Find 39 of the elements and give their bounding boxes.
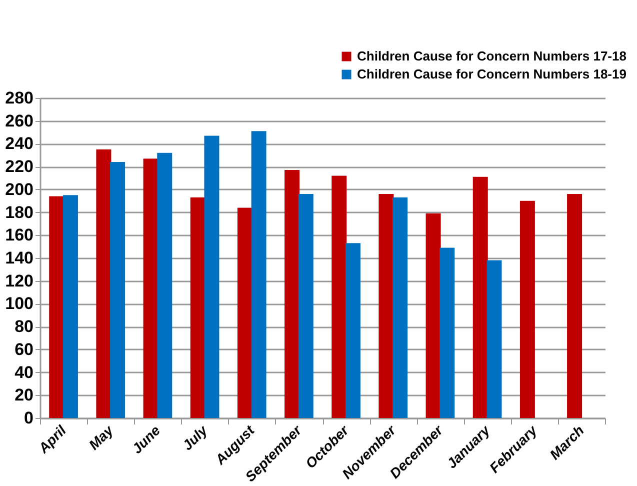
bar	[426, 213, 441, 418]
y-tick-label: 40	[14, 362, 34, 382]
bar	[332, 176, 347, 418]
bar	[486, 260, 502, 418]
y-tick-label: 20	[14, 386, 34, 405]
bar	[157, 152, 172, 418]
bar	[204, 136, 220, 418]
bar	[298, 194, 314, 418]
legend-label: Children Cause for Concern Numbers 18-19	[357, 66, 626, 82]
bar	[251, 131, 266, 418]
y-tick-label: 120	[5, 271, 34, 290]
bar	[110, 162, 126, 418]
bar	[96, 149, 112, 418]
y-tick-label: 280	[5, 88, 34, 108]
legend-label: Children Cause for Concern Numbers 17-18	[357, 48, 626, 64]
bar	[378, 194, 394, 418]
bar	[143, 158, 158, 418]
bar	[520, 200, 535, 418]
bar	[345, 243, 360, 418]
y-tick-label: 80	[14, 317, 34, 336]
bar	[567, 194, 582, 418]
y-tick-label: 100	[5, 294, 34, 314]
bar	[62, 195, 78, 418]
y-tick-label: 140	[5, 248, 34, 268]
y-tick-label: 220	[5, 157, 34, 176]
bar	[392, 197, 408, 418]
bar	[190, 197, 206, 418]
bar	[284, 170, 300, 418]
bar	[472, 176, 488, 418]
bar	[440, 248, 455, 418]
y-tick-label: 60	[14, 340, 34, 359]
y-tick-label: 200	[5, 180, 34, 199]
bar	[49, 196, 64, 418]
y-tick-label: 180	[5, 202, 34, 222]
y-tick-label: 260	[5, 111, 34, 130]
y-tick-label: 0	[24, 408, 34, 428]
bar	[237, 208, 252, 418]
y-tick-label: 240	[5, 134, 34, 154]
y-tick-label: 160	[5, 226, 34, 245]
